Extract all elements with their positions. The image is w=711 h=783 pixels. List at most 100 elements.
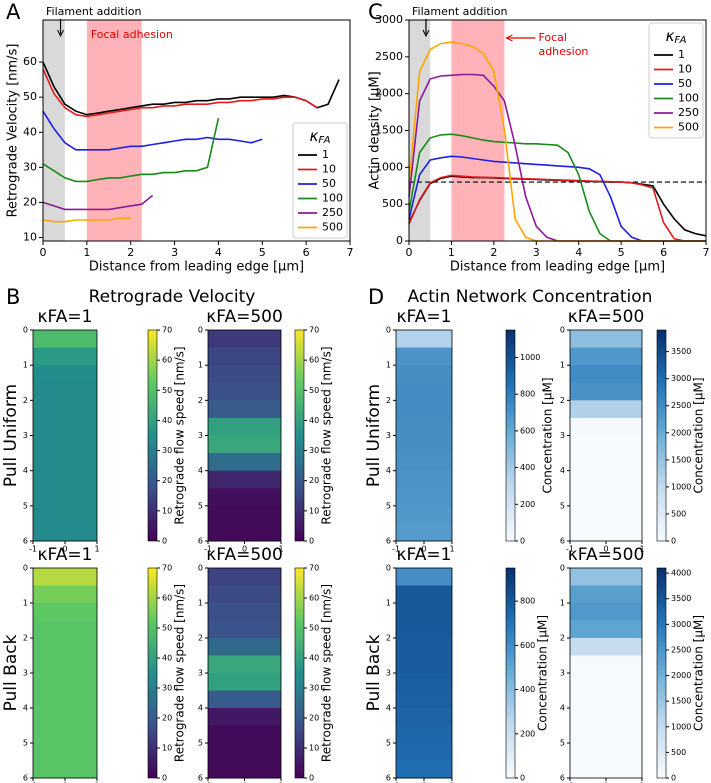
- legend-label: 100: [322, 192, 343, 205]
- y-tick-label: 1500: [375, 124, 403, 137]
- y-tick-label: 1000: [375, 160, 403, 173]
- y-tick-label: 0: [396, 234, 403, 247]
- colorbar-tick-label: 2500: [671, 401, 691, 410]
- y-tick-label: 4: [23, 704, 28, 713]
- heatmap-band: [208, 760, 281, 779]
- heatmap-band: [396, 568, 452, 586]
- x-tick-label: 0: [242, 782, 247, 783]
- colorbar-tick-label: 600: [520, 641, 535, 650]
- span: [451, 20, 505, 241]
- colorbar-tick-label: 3000: [671, 620, 691, 629]
- legend-label: 500: [678, 121, 699, 134]
- y-tick-label: 30: [23, 160, 37, 173]
- y-tick-label: 1: [198, 599, 203, 608]
- colorbar-tick-label: 0: [671, 774, 676, 783]
- y-tick-label: 6: [198, 537, 203, 546]
- heatmap-band: [208, 505, 281, 524]
- heatmap-title: κFA=500: [206, 307, 283, 327]
- y-tick-label: 3: [386, 431, 391, 440]
- colorbar-tick-label: 0: [520, 774, 525, 783]
- colorbar-tick-label: 50: [162, 624, 172, 633]
- colorbar-tick-label: 800: [520, 597, 535, 606]
- colorbar-tick-label: 500: [671, 509, 686, 518]
- heatmap-band: [396, 453, 452, 472]
- heatmap-band: [33, 603, 97, 621]
- colorbar-label: Retrograde flow speed [nm/s]: [173, 584, 187, 762]
- panel-label: D: [368, 285, 384, 309]
- heatmap-band: [33, 400, 97, 419]
- x-tick-label: 3: [171, 246, 178, 259]
- annotation: Filament addition: [412, 5, 508, 18]
- x-tick-label: 3: [533, 246, 540, 259]
- heatmap-band: [570, 330, 642, 349]
- colorbar-tick-label: 20: [162, 476, 172, 485]
- heatmap-band: [570, 620, 642, 639]
- y-tick-label: 2: [560, 396, 565, 405]
- colorbar-tick-label: 1000: [671, 722, 691, 731]
- colorbar-tick-label: 40: [162, 654, 172, 663]
- x-tick-label: 1: [278, 545, 283, 554]
- y-tick-label: 6: [198, 774, 203, 783]
- annotation: Focal adhesion: [91, 28, 173, 41]
- y-tick-label: 40: [23, 125, 37, 138]
- colorbar-tick-label: 1500: [671, 697, 691, 706]
- y-tick-label: 0: [23, 326, 28, 335]
- heatmap-band: [396, 620, 452, 639]
- y-tick-label: 3: [386, 669, 391, 678]
- x-tick-label: 1: [639, 782, 644, 783]
- heatmap-band: [396, 673, 452, 691]
- y-tick-label: 20: [23, 195, 37, 208]
- y-tick-label: 2: [386, 634, 391, 643]
- heatmap-band: [396, 417, 452, 436]
- colorbar-tick-label: 10: [309, 744, 319, 753]
- legend-label: 500: [322, 221, 343, 234]
- heatmap-title: κFA=1: [397, 307, 452, 327]
- y-tick-label: 1: [560, 361, 565, 370]
- legend-title-sub: FA: [318, 135, 330, 146]
- y-tick-label: 6: [386, 537, 391, 546]
- heatmap-band: [208, 708, 281, 726]
- x-tick-label: 0: [421, 545, 426, 554]
- heatmap-band: [33, 673, 97, 691]
- x-tick-label: -1: [204, 545, 212, 554]
- heatmap-band: [570, 743, 642, 761]
- y-tick-label: 2500: [375, 50, 403, 63]
- heatmap-band: [33, 708, 97, 726]
- heatmap-band: [570, 603, 642, 621]
- y-tick-label: 6: [560, 537, 565, 546]
- heatmap-band: [396, 725, 452, 744]
- y-tick-label: 5: [386, 739, 391, 748]
- y-tick-label: 1: [386, 361, 391, 370]
- colorbar-tick-label: 70: [162, 564, 172, 573]
- heatmap-band: [570, 488, 642, 507]
- x-tick-label: -1: [29, 545, 37, 554]
- plot-frame: [42, 19, 351, 242]
- colorbar-tick-label: 10: [309, 506, 319, 515]
- heatmap-band: [396, 505, 452, 524]
- y-tick-label: 0: [386, 564, 391, 573]
- legend-title: κFA: [666, 27, 687, 47]
- y-tick-label: 0: [560, 564, 565, 573]
- panel-label: A: [6, 0, 21, 24]
- x-tick-label: -1: [566, 545, 574, 554]
- y-tick-label: 5: [560, 501, 565, 510]
- y-tick-label: 2: [198, 396, 203, 405]
- heatmap-band: [208, 488, 281, 507]
- y-tick-label: 6: [23, 537, 28, 546]
- heatmap-band: [33, 743, 97, 761]
- colorbar: [656, 329, 667, 542]
- colorbar-tick-label: 0: [162, 774, 167, 783]
- heatmap-band: [396, 655, 452, 674]
- panel-heading: Actin Network Concentration: [408, 287, 653, 307]
- y-tick-label: 5: [23, 501, 28, 510]
- y-tick-label: 6: [386, 774, 391, 783]
- panel-label: B: [6, 285, 20, 309]
- heatmap-band: [33, 655, 97, 674]
- colorbar-tick-label: 200: [520, 729, 535, 738]
- heatmap-band: [208, 523, 281, 542]
- legend-label: 50: [322, 177, 336, 190]
- y-tick-label: 3: [198, 431, 203, 440]
- y-tick-label: 4: [386, 704, 391, 713]
- heatmap-band: [33, 470, 97, 489]
- heatmap-band: [570, 470, 642, 489]
